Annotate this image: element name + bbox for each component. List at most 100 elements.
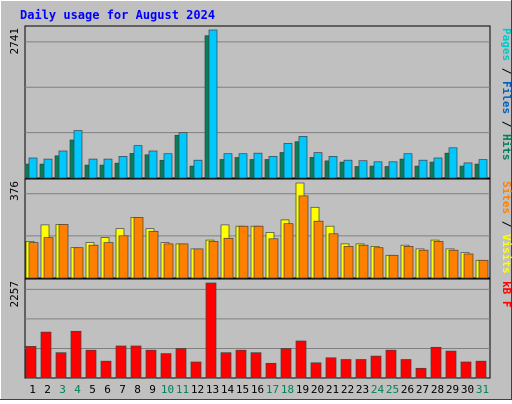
bar-kb-f-day-28 <box>430 346 442 379</box>
bar-hits-day-11 <box>178 132 188 179</box>
series-label-part: Files <box>500 74 512 114</box>
bar-hits-day-1 <box>28 157 38 179</box>
bar-sites-day-14 <box>223 237 234 279</box>
bar-hits-day-19 <box>298 136 308 179</box>
panel-middle: 376 Sites / Visits <box>8 178 512 279</box>
bar-kb-f-day-23 <box>355 359 367 379</box>
bar-hits-day-3 <box>58 150 68 179</box>
x-tick-label-day-14: 14 <box>221 383 235 396</box>
bar-sites-day-4 <box>73 247 84 279</box>
bar-sites-day-29 <box>448 249 459 279</box>
series-label-part: F <box>500 294 512 307</box>
bar-sites-day-31 <box>478 259 489 279</box>
bar-kb-f-day-6 <box>100 360 112 379</box>
bar-kb-f-day-7 <box>115 345 127 379</box>
bar-kb-f-day-17 <box>265 362 277 379</box>
bar-sites-day-10 <box>163 243 174 279</box>
bar-kb-f-day-8 <box>130 345 142 379</box>
series-label-middle: Sites / Visits <box>500 181 512 274</box>
bar-hits-day-23 <box>358 160 368 179</box>
bar-sites-day-6 <box>103 242 114 279</box>
bar-kb-f-day-18 <box>280 348 292 379</box>
bar-sites-day-27 <box>418 249 429 279</box>
bar-sites-day-3 <box>58 224 69 279</box>
bar-sites-day-23 <box>358 244 369 279</box>
bar-hits-day-17 <box>268 156 278 179</box>
bar-sites-day-24 <box>373 247 384 279</box>
bar-hits-day-27 <box>418 159 428 179</box>
bar-kb-f-day-25 <box>385 349 397 379</box>
bar-hits-day-10 <box>163 153 173 179</box>
bar-sites-day-22 <box>343 246 354 279</box>
x-tick-label-day-26: 26 <box>401 383 414 396</box>
bar-kb-f-day-29 <box>445 350 457 379</box>
bar-kb-f-day-27 <box>415 367 427 379</box>
bar-sites-day-15 <box>238 225 249 279</box>
x-tick-label-day-11: 11 <box>176 383 189 396</box>
x-tick-label-day-15: 15 <box>236 383 249 396</box>
series-label-bottom: kB F <box>500 281 512 308</box>
bar-hits-day-29 <box>448 147 458 179</box>
bar-sites-day-20 <box>313 220 324 279</box>
bar-hits-day-4 <box>73 130 83 179</box>
bar-sites-day-5 <box>88 244 99 279</box>
bar-hits-day-6 <box>103 158 113 179</box>
x-tick-label-day-1: 1 <box>29 383 36 396</box>
x-tick-label-day-21: 21 <box>326 383 339 396</box>
bar-kb-f-day-1 <box>25 346 37 379</box>
bar-hits-day-28 <box>433 157 443 179</box>
bar-sites-day-2 <box>43 237 54 279</box>
bar-hits-day-16 <box>253 152 263 179</box>
bar-hits-day-26 <box>403 153 413 179</box>
bar-sites-day-16 <box>253 225 264 279</box>
bar-kb-f-day-2 <box>40 331 52 379</box>
bar-sites-day-1 <box>28 242 39 279</box>
bar-sites-day-17 <box>268 238 279 279</box>
series-label-top: Pages / Files / Hits <box>500 28 512 161</box>
bar-kb-f-day-12 <box>190 361 202 379</box>
bar-kb-f-day-16 <box>250 352 262 379</box>
bar-hits-day-7 <box>118 156 128 179</box>
chart-title: Daily usage for August 2024 <box>20 8 215 22</box>
series-label-part: / <box>500 114 512 128</box>
bar-kb-f-day-21 <box>325 357 337 379</box>
series-label-part: / <box>500 61 512 75</box>
bar-kb-f-day-26 <box>400 359 412 379</box>
x-tick-label-day-7: 7 <box>119 383 126 396</box>
bar-hits-day-30 <box>463 162 473 179</box>
series-label-part: kB <box>500 281 512 295</box>
bar-sites-day-21 <box>328 233 339 279</box>
bar-hits-day-13 <box>208 29 218 179</box>
x-tick-label-day-10: 10 <box>161 383 174 396</box>
bar-kb-f-day-24 <box>370 355 382 379</box>
series-label-part: Hits <box>500 127 512 160</box>
x-tick-label-day-6: 6 <box>104 383 111 396</box>
x-tick-label-day-27: 27 <box>416 383 429 396</box>
x-tick-label-day-4: 4 <box>74 383 81 396</box>
bar-hits-day-18 <box>283 143 293 179</box>
bar-kb-f-day-9 <box>145 349 157 379</box>
x-axis-labels: 1 2 3 4 5 6 7 8 9 10 11 12 13 14 15 16 17 18 19 20 21 22 23 24 2… <box>29 383 489 396</box>
bar-sites-day-18 <box>283 223 294 279</box>
bar-kb-f-day-15 <box>235 349 247 379</box>
bar-sites-day-28 <box>433 241 444 279</box>
bar-hits-day-5 <box>88 158 98 179</box>
bar-kb-f-day-19 <box>295 340 307 379</box>
bar-kb-f-day-30 <box>460 361 472 379</box>
panel-bottom: 2257 kB F <box>8 278 512 379</box>
bar-sites-day-26 <box>403 246 414 279</box>
bar-kb-f-day-4 <box>70 330 82 379</box>
bar-sites-day-7 <box>118 235 129 279</box>
bar-kb-f-day-5 <box>85 349 97 379</box>
bar-sites-day-11 <box>178 243 189 279</box>
series-label-part: Pages <box>500 28 512 61</box>
bar-hits-day-8 <box>133 145 143 179</box>
x-tick-label-day-24: 24 <box>371 383 385 396</box>
bar-hits-day-15 <box>238 153 248 179</box>
x-tick-label-day-19: 19 <box>296 383 309 396</box>
x-tick-label-day-9: 9 <box>149 383 156 396</box>
bar-sites-day-13 <box>208 241 219 279</box>
y-max-label-bottom: 2257 <box>8 281 21 308</box>
x-tick-label-day-30: 30 <box>461 383 474 396</box>
x-tick-label-day-17: 17 <box>266 383 279 396</box>
